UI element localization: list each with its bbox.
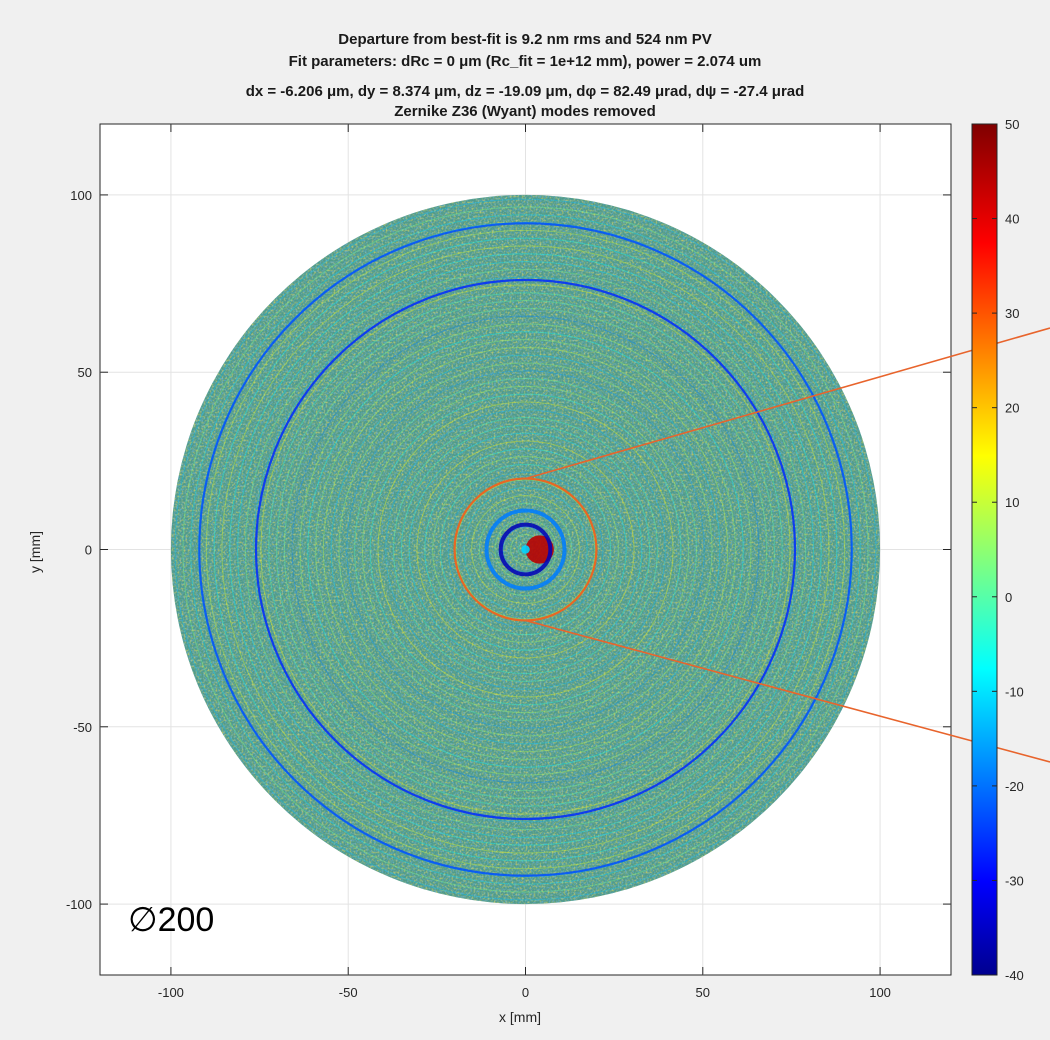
- surface-texture-ring: [229, 253, 822, 846]
- colorbar-tick-label: -30: [1005, 873, 1024, 888]
- surface-texture-ring: [408, 432, 643, 667]
- surface-center-peak: [525, 535, 554, 564]
- surface-texture-ring: [354, 378, 697, 721]
- surface-texture-ring: [478, 502, 573, 597]
- surface-texture-ring: [182, 206, 869, 893]
- surface-texture-ring: [291, 315, 760, 784]
- surface-texture-ring: [338, 362, 713, 737]
- surface-ring-feature: [198, 222, 853, 877]
- colorbar: [971, 123, 998, 976]
- surface-texture-ring: [237, 261, 814, 838]
- x-tick-label: -50: [339, 985, 358, 1000]
- surface-texture-ring: [400, 424, 651, 675]
- surface-texture-ring: [190, 214, 861, 885]
- colorbar-tick-label: 30: [1005, 306, 1019, 321]
- surface-map: [170, 194, 881, 905]
- x-tick-label: 100: [869, 985, 891, 1000]
- x-axis-label: x [mm]: [499, 1009, 541, 1025]
- surface-texture-ring: [377, 401, 674, 698]
- surface-texture-ring: [447, 471, 604, 628]
- surface-texture-ring: [455, 479, 596, 620]
- surface-texture-ring: [346, 370, 705, 729]
- colorbar-tick-label: -10: [1005, 684, 1024, 699]
- surface-ring-feature: [498, 522, 553, 577]
- surface-texture-ring: [213, 237, 838, 862]
- x-tick-label: -100: [158, 985, 184, 1000]
- surface-center-dot: [521, 545, 530, 554]
- surface-texture-ring: [393, 417, 658, 682]
- title-line-1: Departure from best-fit is 9.2 nm rms an…: [338, 31, 711, 48]
- surface-texture-ring: [439, 463, 612, 636]
- surface-texture-ring: [244, 268, 807, 831]
- surface-texture-ring: [205, 229, 846, 870]
- surface-texture-ring: [283, 307, 768, 792]
- surface-texture-ring: [268, 292, 783, 807]
- title-line-3: dx = -6.206 μm, dy = 8.374 μm, dz = -19.…: [246, 83, 805, 100]
- surface-texture-ring: [385, 409, 666, 690]
- x-tick-label: 0: [522, 985, 529, 1000]
- colorbar-tick-label: -40: [1005, 968, 1024, 983]
- surface-texture-ring: [315, 339, 736, 760]
- callout-line-top: [525, 327, 1050, 480]
- callout-line-bottom: [525, 619, 1050, 763]
- y-tick-label: 0: [85, 543, 92, 558]
- colorbar-ticks: -40 -30 -20 -10 0 10 20 30 40 50: [972, 117, 1024, 983]
- surface-texture-ring: [221, 245, 830, 854]
- surface-texture-ring: [494, 518, 557, 581]
- aperture-label: ∅200: [128, 901, 214, 939]
- surface-texture-ring: [471, 495, 580, 604]
- title: Departure from best-fit is 9.2 nm rms an…: [246, 31, 805, 120]
- colorbar-tick-label: 40: [1005, 212, 1019, 227]
- colorbar-tick-label: 10: [1005, 495, 1019, 510]
- surface-ring-feature: [254, 278, 797, 821]
- colorbar-tick-label: 0: [1005, 590, 1012, 605]
- y-axis-label: y [mm]: [27, 531, 43, 573]
- y-tick-label: -50: [73, 720, 92, 735]
- x-tick-label: 50: [696, 985, 710, 1000]
- surface-texture-ring: [424, 448, 627, 651]
- colorbar-tick-label: 50: [1005, 117, 1019, 132]
- axis-ticks: -100 -50 0 50 100 -100 -50 0 50 100: [66, 124, 951, 1000]
- colorbar-tick-label: 20: [1005, 401, 1019, 416]
- surface-texture-ring: [432, 456, 619, 643]
- title-line-2: Fit parameters: dRc = 0 μm (Rc_fit = 1e+…: [289, 53, 762, 70]
- surface-texture-ring: [330, 354, 721, 745]
- y-tick-label: 50: [78, 365, 92, 380]
- surface-texture-ring: [307, 331, 744, 768]
- surface-texture-ring: [369, 393, 682, 706]
- y-tick-label: 100: [70, 188, 92, 203]
- colorbar-tick-label: -20: [1005, 779, 1024, 794]
- surface-texture-ring: [260, 284, 791, 815]
- surface-texture-ring: [174, 198, 877, 901]
- surface-texture-ring: [361, 385, 690, 714]
- surface-texture-ring: [322, 346, 729, 753]
- surface-texture-ring: [463, 487, 588, 612]
- surface-ring-feature: [484, 508, 567, 591]
- zoom-callout: [453, 327, 1050, 763]
- surface-texture-ring: [276, 300, 775, 799]
- surface-texture-ring: [299, 323, 752, 776]
- title-line-4: Zernike Z36 (Wyant) modes removed: [394, 103, 655, 120]
- y-tick-label: -100: [66, 897, 92, 912]
- surface-texture-ring: [252, 276, 799, 823]
- surface-texture-ring: [416, 440, 635, 659]
